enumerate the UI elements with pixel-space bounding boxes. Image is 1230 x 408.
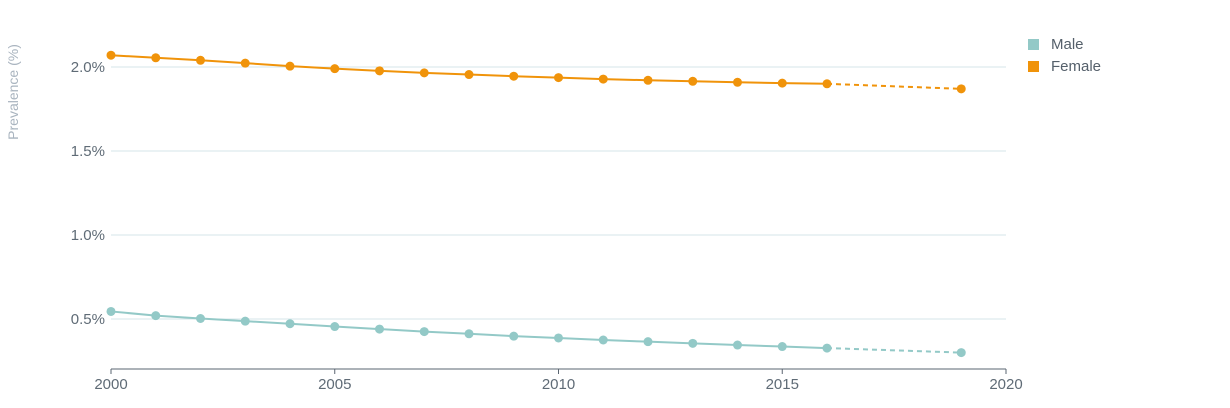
x-tick-label: 2020 [989,376,1022,393]
data-point-female [106,50,116,60]
x-tick-label: 2005 [318,376,351,393]
data-point-female [330,64,340,74]
y-tick-label: 2.0% [71,59,105,76]
series [106,50,966,358]
data-point-male [554,333,563,343]
data-point-female [822,79,832,89]
legend-label-female: Female [1051,57,1102,75]
series-female [106,50,966,94]
series-male [106,306,966,358]
legend-item-female[interactable]: Female [1028,55,1101,77]
data-point-female [285,61,295,71]
data-point-female [688,76,698,86]
data-point-male [419,327,429,337]
grid: 0.5% 1.0% 1.5% 2.0% [71,59,1006,328]
y-tick-label: 1.5% [71,143,105,160]
y-tick-label: 1.0% [71,227,105,244]
data-point-male [509,331,519,341]
data-point-male [196,313,205,323]
data-point-female [240,58,250,68]
data-point-male [643,337,653,347]
series-line-female [110,54,828,85]
data-point-male [822,343,832,353]
data-point-male [688,338,698,348]
data-point-female [196,55,205,65]
data-point-female [777,78,787,88]
x-tick-label: 2010 [542,376,575,393]
y-tick-label: 0.5% [71,311,105,328]
data-point-male [330,322,340,332]
data-point-male [777,342,787,352]
data-point-female [464,70,474,80]
legend-label-male: Male [1051,35,1084,53]
data-point-female [375,66,384,76]
data-point-male [464,329,474,339]
y-axis-title: Prevalence (%) [5,44,21,140]
legend-swatch-female [1028,60,1039,72]
data-point-female [554,73,563,83]
projection-point-male [956,348,966,358]
legend: Male Female [1028,33,1101,77]
data-point-female [151,53,161,63]
data-point-male [598,335,608,345]
data-point-female [643,75,653,85]
data-point-male [285,319,295,329]
legend-item-male[interactable]: Male [1028,33,1101,55]
legend-swatch-male [1028,38,1039,50]
projection-line-male [826,347,962,354]
data-point-female [598,74,608,84]
x-tick-label: 2000 [94,376,127,393]
data-point-male [375,324,384,334]
data-point-female [733,77,742,87]
data-point-male [733,340,742,350]
data-point-female [509,71,519,81]
data-point-female [419,68,429,78]
data-point-male [151,311,161,321]
x-axis: 2000 2005 2010 2015 2020 [94,368,1023,393]
data-point-male [240,316,250,326]
data-point-male [106,306,116,316]
projection-point-female [956,84,966,94]
x-tick-label: 2015 [766,376,799,393]
projection-line-female [826,82,962,90]
